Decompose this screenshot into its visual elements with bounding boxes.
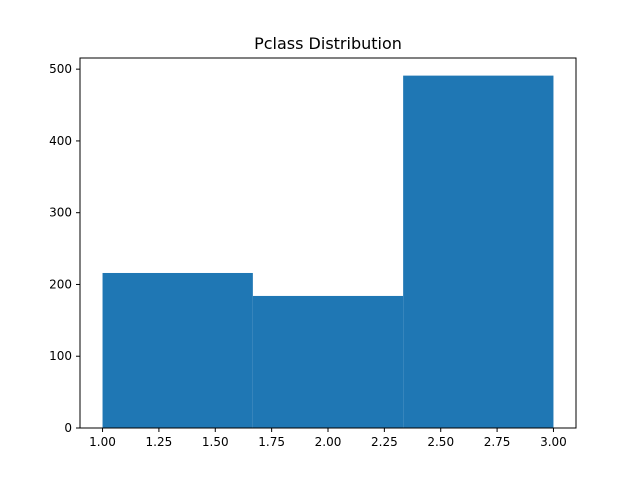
x-tick-label: 2.50 (427, 435, 454, 449)
chart-title: Pclass Distribution (254, 34, 402, 53)
y-tick-label: 400 (49, 134, 72, 148)
x-tick-label: 2.75 (484, 435, 511, 449)
bars-group (102, 75, 554, 428)
y-tick-label: 300 (49, 206, 72, 220)
x-tick-label: 1.00 (89, 435, 116, 449)
x-tick-label: 1.25 (146, 435, 173, 449)
x-tick-label: 3.00 (540, 435, 567, 449)
y-tick-label: 500 (49, 62, 72, 76)
x-tick-label: 1.50 (202, 435, 229, 449)
y-axis-ticks: 0 100 200 300 400 500 (49, 62, 80, 435)
plot-frame (79, 57, 577, 429)
y-tick-label: 100 (49, 349, 72, 363)
y-tick-label: 0 (64, 421, 72, 435)
x-tick-label: 1.75 (258, 435, 285, 449)
histogram-bar-2 (252, 295, 404, 428)
x-tick-label: 2.00 (315, 435, 342, 449)
histogram-bar-1 (102, 272, 253, 428)
x-axis-ticks: 1.00 1.25 1.50 1.75 2.00 2.25 2.50 2.75 3.00 (89, 428, 567, 449)
x-tick-label: 2.25 (371, 435, 398, 449)
y-tick-label: 200 (49, 277, 72, 291)
histogram-bar-3 (403, 75, 554, 428)
